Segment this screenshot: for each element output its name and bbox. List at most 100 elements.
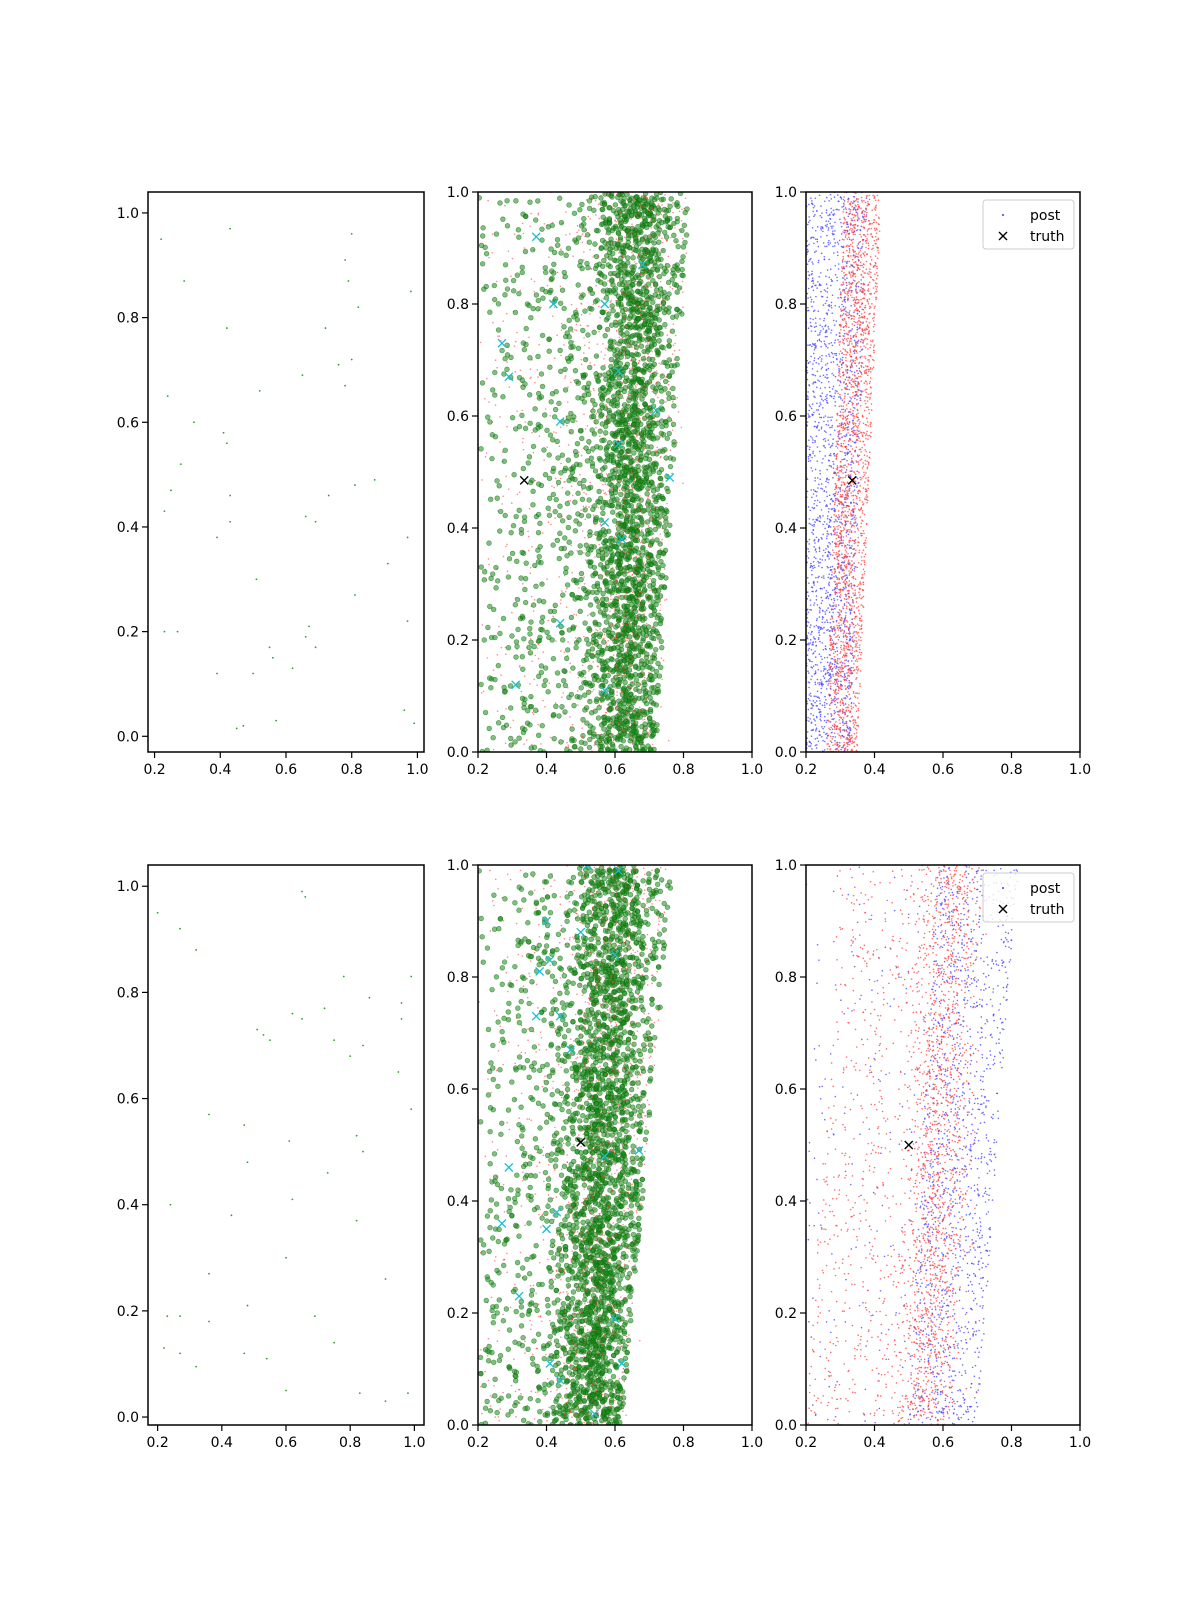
sample-point	[588, 547, 594, 553]
posterior-point	[551, 485, 553, 487]
posterior-point	[642, 412, 645, 415]
sample-point	[620, 686, 627, 692]
sample-point	[491, 296, 498, 303]
sample-point	[567, 326, 574, 332]
posterior-point	[813, 359, 815, 362]
posterior-point	[627, 490, 630, 493]
sample-point	[512, 602, 519, 608]
sample-point	[481, 637, 487, 643]
posterior-point	[810, 330, 813, 332]
posterior-point	[585, 505, 587, 507]
posterior-point	[603, 206, 606, 209]
posterior-point	[659, 603, 662, 606]
sample-point	[585, 485, 592, 492]
posterior-point	[533, 713, 535, 715]
posterior-point	[617, 595, 620, 597]
sample-point	[548, 399, 554, 405]
posterior-point	[592, 197, 594, 199]
sample-point	[593, 515, 600, 521]
posterior-point	[630, 557, 633, 560]
posterior-point	[583, 576, 585, 578]
sample-point	[621, 463, 628, 469]
sample-point	[558, 219, 565, 226]
sample-point	[591, 207, 597, 213]
data-point	[222, 431, 225, 434]
sample-point	[628, 293, 634, 300]
posterior-point	[635, 714, 638, 716]
posterior-point	[660, 542, 663, 544]
posterior-point	[831, 728, 834, 731]
posterior-point	[616, 691, 618, 693]
posterior-point	[635, 614, 638, 617]
sample-point	[613, 210, 619, 216]
sample-point	[520, 340, 527, 346]
y-tick-label: 0.4	[117, 520, 139, 536]
sample-point	[578, 576, 584, 583]
posterior-point	[628, 343, 631, 346]
posterior-point	[592, 406, 595, 409]
posterior-point	[521, 222, 524, 225]
posterior-point	[522, 582, 524, 585]
posterior-point	[561, 486, 564, 489]
posterior-point	[622, 243, 625, 246]
sample-point	[675, 243, 681, 250]
posterior-point	[820, 483, 823, 485]
sample-point	[535, 297, 542, 304]
sample-point	[656, 239, 662, 245]
sample-point	[509, 550, 516, 557]
sample-point	[601, 611, 607, 617]
posterior-point	[672, 211, 674, 214]
sample-point	[633, 194, 640, 200]
sample-point	[575, 395, 581, 401]
sample-point	[653, 702, 660, 708]
posterior-point	[638, 579, 640, 581]
posterior-point	[660, 657, 663, 659]
posterior-point	[650, 338, 653, 341]
posterior-point	[652, 251, 654, 253]
posterior-point	[820, 426, 823, 428]
posterior-point	[637, 537, 640, 540]
posterior-point	[850, 461, 852, 463]
sample-point	[589, 646, 596, 652]
posterior-point	[567, 744, 570, 746]
posterior-point	[560, 462, 562, 465]
posterior-point	[834, 499, 837, 502]
posterior-point	[631, 367, 633, 370]
posterior-point	[632, 203, 634, 205]
sample-point	[577, 543, 583, 549]
posterior-point	[844, 378, 847, 381]
sample-point	[539, 383, 546, 390]
sample-point	[514, 558, 520, 565]
sample-point	[510, 288, 517, 294]
sample-point	[656, 338, 662, 344]
sample-point	[544, 427, 550, 434]
sample-point	[565, 415, 572, 421]
posterior-point	[579, 473, 581, 476]
sample-point	[520, 211, 526, 217]
posterior-point	[612, 654, 615, 656]
posterior-point	[644, 419, 647, 421]
sample-point	[596, 621, 602, 628]
sample-point	[587, 286, 593, 292]
posterior-point	[659, 533, 662, 535]
posterior-point	[815, 728, 817, 731]
posterior-point	[641, 242, 644, 245]
data-point	[242, 724, 245, 727]
posterior-point	[629, 735, 631, 737]
posterior-point	[816, 604, 819, 606]
posterior-point	[810, 569, 813, 572]
posterior-point	[624, 502, 626, 504]
sample-point	[608, 363, 614, 370]
posterior-point	[643, 673, 645, 676]
posterior-point	[624, 343, 627, 346]
sample-point	[650, 299, 656, 306]
sample-point	[575, 490, 581, 497]
posterior-point	[505, 653, 507, 656]
sample-point	[557, 195, 563, 201]
sample-point	[550, 491, 557, 498]
posterior-point	[577, 704, 579, 706]
sample-point	[557, 300, 564, 306]
posterior-point	[636, 409, 638, 412]
posterior-point	[819, 640, 821, 643]
sample-point	[505, 645, 512, 651]
